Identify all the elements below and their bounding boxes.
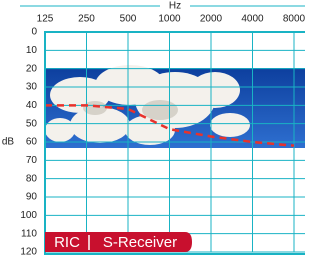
badge-label: RIC [54,234,80,251]
audiogram: Hz dB RIC S-Receiver 0 10 20 30 40 50 60 70 80 90 1… [0,0,305,262]
badge: RIC S-Receiver [45,232,192,252]
x-tick-label: 8000 [283,14,305,25]
y-tick-label: 120 [20,247,37,258]
y-tick-label: 40 [26,100,38,111]
x-axis-label: Hz [169,1,181,12]
x-tick-label: 500 [120,14,137,25]
badge-label: S-Receiver [103,234,177,251]
y-tick-label: 50 [26,118,38,129]
x-tick-label: 2000 [200,14,223,25]
y-tick-label: 30 [26,82,38,93]
y-tick-label: 0 [31,27,37,38]
y-tick-label: 110 [21,228,37,239]
y-tick-label: 60 [26,137,38,148]
x-tick-label: 250 [78,14,95,25]
y-tick-label: 20 [26,63,38,74]
x-tick-label: 4000 [241,14,264,25]
y-tick-label: 10 [26,45,38,56]
y-tick-label: 100 [20,210,37,221]
x-tick-label: 125 [37,14,54,25]
y-tick-label: 80 [26,173,38,184]
y-axis-label: dB [2,137,15,148]
x-tick-label: 1000 [158,14,181,25]
y-tick-label: 70 [26,155,38,166]
y-tick-label: 90 [26,192,38,203]
